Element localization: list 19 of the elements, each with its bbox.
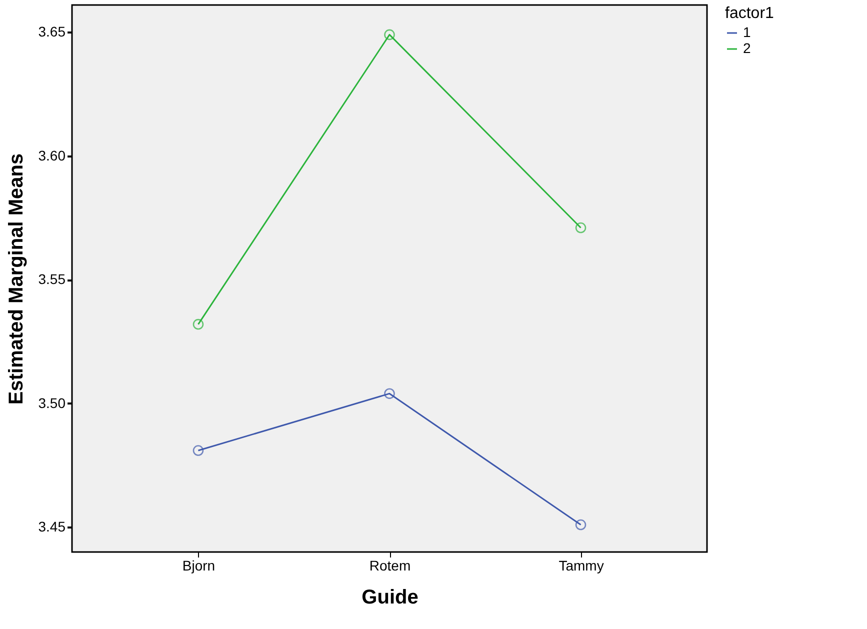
point bbox=[384, 388, 395, 399]
point bbox=[575, 222, 586, 234]
x-tick-label: Tammy bbox=[558, 558, 604, 574]
x-axis-title: Guide bbox=[362, 586, 418, 608]
x-tick-label: Rotem bbox=[369, 558, 411, 574]
legend-title: factor1 bbox=[725, 5, 774, 22]
y-tick-label: 3.60 bbox=[38, 147, 66, 164]
legend-label: 1 bbox=[743, 24, 751, 40]
point bbox=[192, 445, 204, 456]
y-tick-label: 3.55 bbox=[38, 271, 66, 288]
y-axis-title: Estimated Marginal Means bbox=[5, 153, 28, 405]
y-tick-label: 3.65 bbox=[38, 24, 66, 40]
x-tick-label: Bjorn bbox=[182, 558, 216, 574]
y-tick-label: 3.45 bbox=[38, 518, 66, 535]
point bbox=[384, 29, 395, 40]
point bbox=[575, 519, 586, 530]
legend-label: 2 bbox=[743, 40, 751, 56]
y-tick-label: 3.50 bbox=[38, 394, 66, 411]
point bbox=[192, 318, 204, 330]
